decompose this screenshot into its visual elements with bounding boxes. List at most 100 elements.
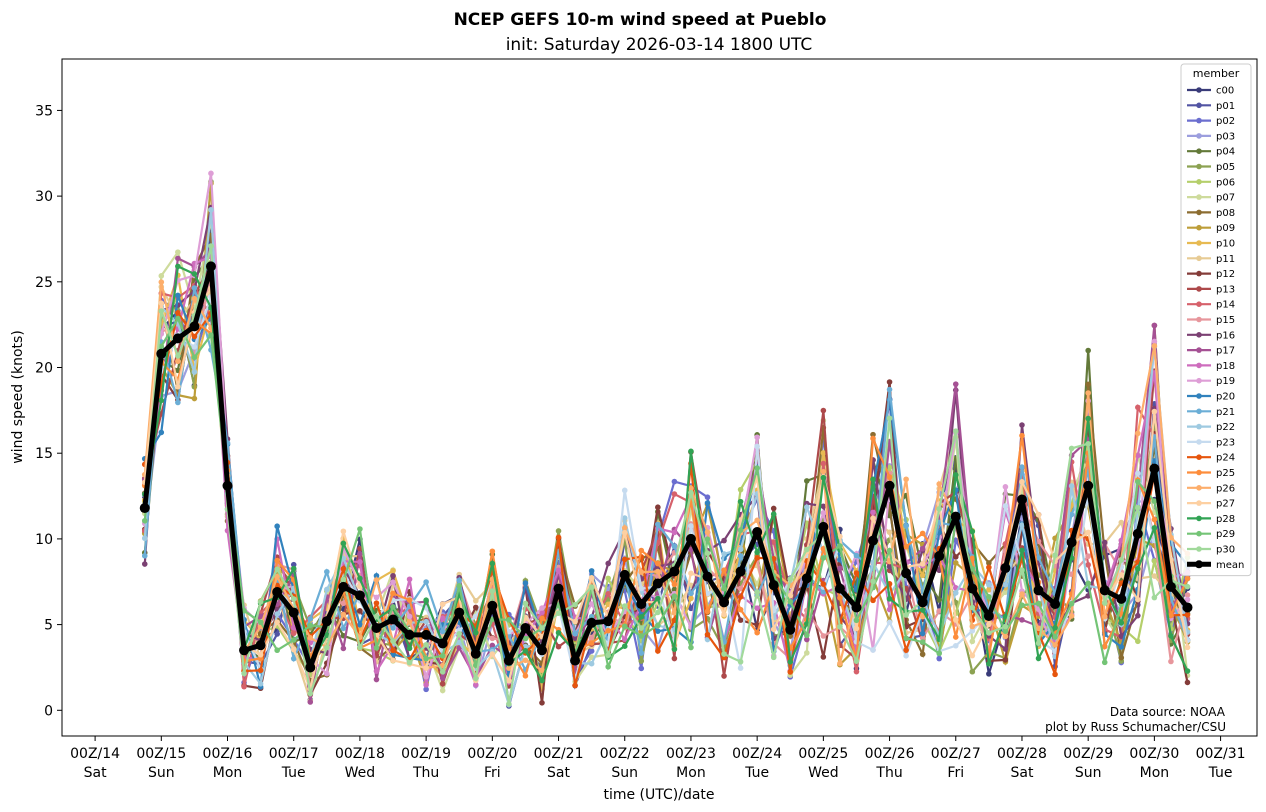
series-point-p08	[787, 633, 794, 639]
series-point-p17	[1151, 322, 1158, 329]
legend-label: p28	[1216, 514, 1235, 525]
series-point-p15	[737, 585, 744, 592]
series-point-p20	[919, 630, 926, 637]
legend-marker	[1196, 332, 1202, 338]
legend-label: p17	[1216, 346, 1235, 357]
series-point-p23	[754, 443, 760, 450]
annotation-credit: plot by Russ Schumacher/CSU	[1045, 720, 1226, 734]
series-point-p29	[1151, 498, 1158, 504]
mean-point	[354, 590, 365, 601]
series-point-p27	[290, 646, 297, 653]
series-point-p13	[671, 655, 678, 662]
series-point-p26	[1068, 613, 1075, 619]
series-point-p30	[704, 550, 711, 556]
series-point-p29	[804, 632, 810, 639]
legend-label: p11	[1216, 254, 1235, 265]
series-point-p18	[870, 509, 876, 516]
x-tick-label: 00Z/31	[1196, 746, 1246, 762]
series-point-p26	[191, 295, 198, 302]
series-point-p21	[853, 552, 860, 559]
series-point-p19	[820, 510, 827, 516]
series-point-p17	[1019, 617, 1025, 623]
series-point-p23	[1135, 470, 1141, 477]
series-point-p26	[671, 609, 678, 616]
mean-point	[917, 597, 928, 608]
legend-marker	[1196, 255, 1202, 262]
series-point-p28	[290, 565, 297, 572]
series-point-p07	[439, 687, 446, 694]
series-point-p30	[903, 612, 909, 618]
mean-point	[785, 624, 796, 635]
series-point-p11	[472, 598, 479, 604]
series-point-p19	[423, 673, 429, 680]
legend-label: p30	[1216, 545, 1235, 556]
mean-point	[1000, 563, 1011, 574]
series-point-p18	[307, 639, 314, 646]
legend-item-p02: p02	[1187, 116, 1235, 127]
series-point-p29	[721, 585, 727, 592]
series-point-p12	[472, 604, 479, 611]
series-point-p19	[373, 594, 380, 601]
series-point-p16	[1002, 646, 1009, 652]
series-point-p04	[1085, 347, 1091, 354]
series-point-p22	[1019, 522, 1025, 528]
series-point-p11	[1118, 519, 1125, 526]
series-point-p30	[952, 428, 959, 434]
series-point-p29	[522, 635, 529, 642]
series-point-p13	[439, 681, 446, 687]
series-point-p19	[406, 613, 413, 620]
series-point-p16	[820, 503, 827, 510]
mean-line	[142, 263, 1190, 670]
series-point-p21	[141, 553, 148, 559]
mean-point	[1033, 585, 1044, 596]
series-point-p17	[837, 565, 843, 572]
series-point-p22	[1002, 581, 1009, 588]
series-point-p27	[158, 300, 165, 306]
series-point-p19	[390, 579, 396, 585]
series-point-p09	[952, 560, 959, 566]
legend-marker	[1196, 117, 1202, 124]
legend-label: p03	[1216, 131, 1235, 142]
series-point-p21	[390, 625, 396, 631]
series-point-p24	[257, 667, 264, 674]
series-point-p21	[655, 521, 661, 528]
series-point-p23	[191, 344, 198, 350]
series-point-p27	[770, 626, 777, 633]
series-point-p27	[506, 677, 512, 684]
series-point-p24	[1052, 671, 1058, 678]
series-point-p29	[423, 655, 429, 662]
series-point-p29	[969, 565, 976, 572]
series-point-p27	[390, 657, 396, 664]
mean-point	[818, 521, 829, 532]
legend-item-p20: p20	[1187, 392, 1235, 403]
series-point-p22	[588, 660, 595, 667]
series-point-p30	[1118, 557, 1125, 563]
series-point-p17	[439, 675, 446, 681]
series-point-p25	[274, 557, 280, 564]
series-point-p27	[870, 515, 876, 522]
series-point-p06	[886, 464, 893, 471]
series-point-p30	[737, 658, 744, 665]
mean-point	[603, 616, 614, 627]
series-point-p05	[555, 528, 562, 534]
series-point-p22	[737, 546, 744, 553]
series-point-p30	[837, 623, 843, 630]
legend-item-c00: c00	[1187, 86, 1234, 97]
series-point-p12	[357, 608, 363, 614]
series-point-p22	[952, 590, 959, 596]
legend-label: p14	[1216, 300, 1235, 311]
legend-item-p30: p30	[1187, 545, 1235, 556]
series-point-p30	[638, 625, 645, 631]
legend-label: p09	[1216, 223, 1235, 234]
mean-point	[851, 602, 862, 613]
series-point-p25	[721, 567, 727, 573]
series-point-p30	[506, 701, 512, 707]
legend-item-p27: p27	[1187, 499, 1235, 510]
x-tick-label: 00Z/14	[70, 746, 120, 762]
legend-item-p10: p10	[1187, 239, 1235, 250]
series-point-p30	[605, 652, 611, 659]
series-point-p25	[1151, 516, 1158, 523]
series-point-p30	[158, 308, 165, 314]
legend-marker	[1196, 133, 1202, 139]
series-point-p29	[655, 622, 661, 629]
